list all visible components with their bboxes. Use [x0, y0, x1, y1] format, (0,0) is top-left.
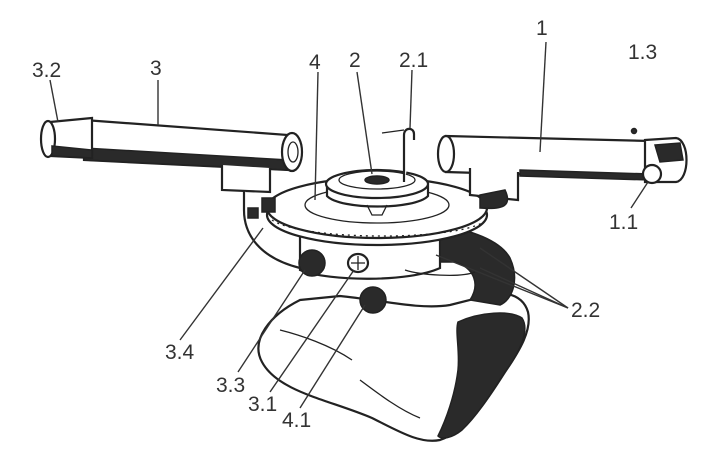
label-1-1: 1.1	[609, 211, 639, 234]
leader-lines	[49, 41, 649, 409]
prism-clamp	[381, 127, 416, 182]
label-3-2: 3.2	[32, 59, 62, 82]
telescope	[39, 116, 304, 270]
label-1-3: 1.3	[628, 41, 658, 64]
collimator	[436, 127, 688, 210]
label-2-2: 2.2	[571, 299, 601, 322]
label-4-1: 4.1	[282, 409, 312, 432]
label-4: 4	[309, 51, 321, 74]
label-3-3: 3.3	[216, 374, 246, 397]
label-3-1: 3.1	[248, 393, 278, 416]
label-3: 3	[150, 57, 162, 80]
adjustment-knobs	[298, 249, 476, 314]
label-2-1: 2.1	[399, 49, 429, 72]
label-2: 2	[349, 49, 361, 72]
label-1: 1	[536, 17, 548, 40]
prism-table	[324, 168, 430, 216]
instrument-base	[257, 292, 530, 442]
label-3-4: 3.4	[165, 341, 195, 364]
